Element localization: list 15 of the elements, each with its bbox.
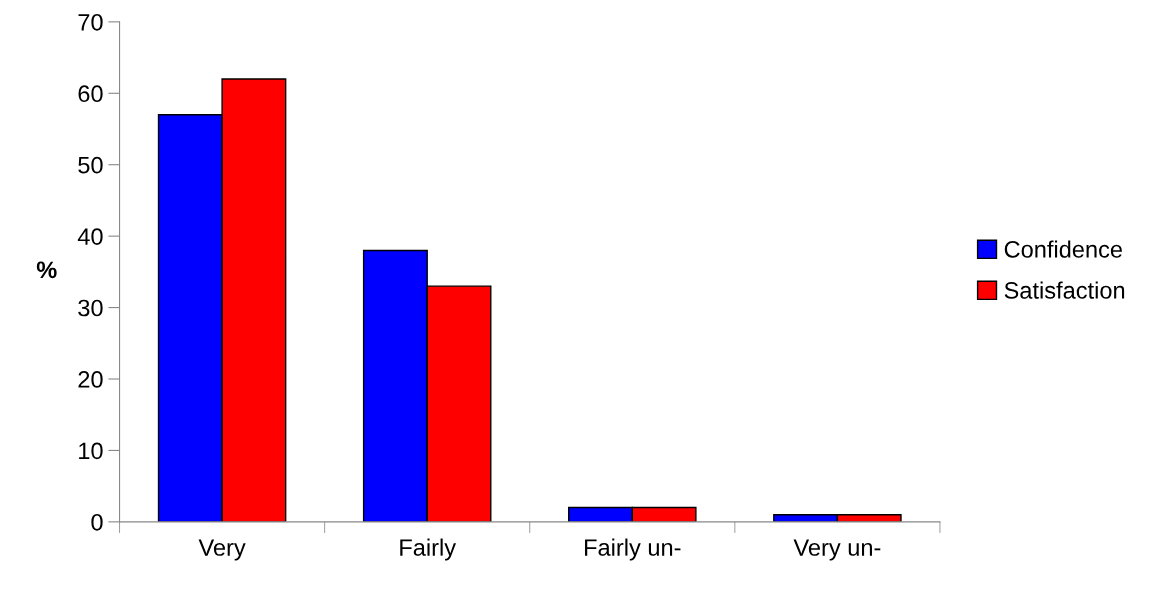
x-tick-label: Fairly xyxy=(400,538,457,561)
y-tick-label: 40 xyxy=(77,228,103,245)
y-tick-label: 70 xyxy=(78,13,103,31)
x-tick-label: Very un- xyxy=(793,539,881,561)
legend-label: Confidence xyxy=(1004,240,1122,258)
y-tick-label: 10 xyxy=(79,442,103,460)
legend-label: Satisfaction xyxy=(1004,281,1125,299)
y-tick-label: 50 xyxy=(78,156,103,174)
y-axis-title: % xyxy=(36,261,57,279)
y-tick-label: 30 xyxy=(78,299,103,317)
y-tick-label: 0 xyxy=(91,513,103,531)
x-tick-label: Fairly un- xyxy=(585,538,681,561)
y-tick-label: 20 xyxy=(78,371,103,388)
x-tick-label: Very xyxy=(198,539,246,561)
y-tick-label: 60 xyxy=(78,85,103,103)
